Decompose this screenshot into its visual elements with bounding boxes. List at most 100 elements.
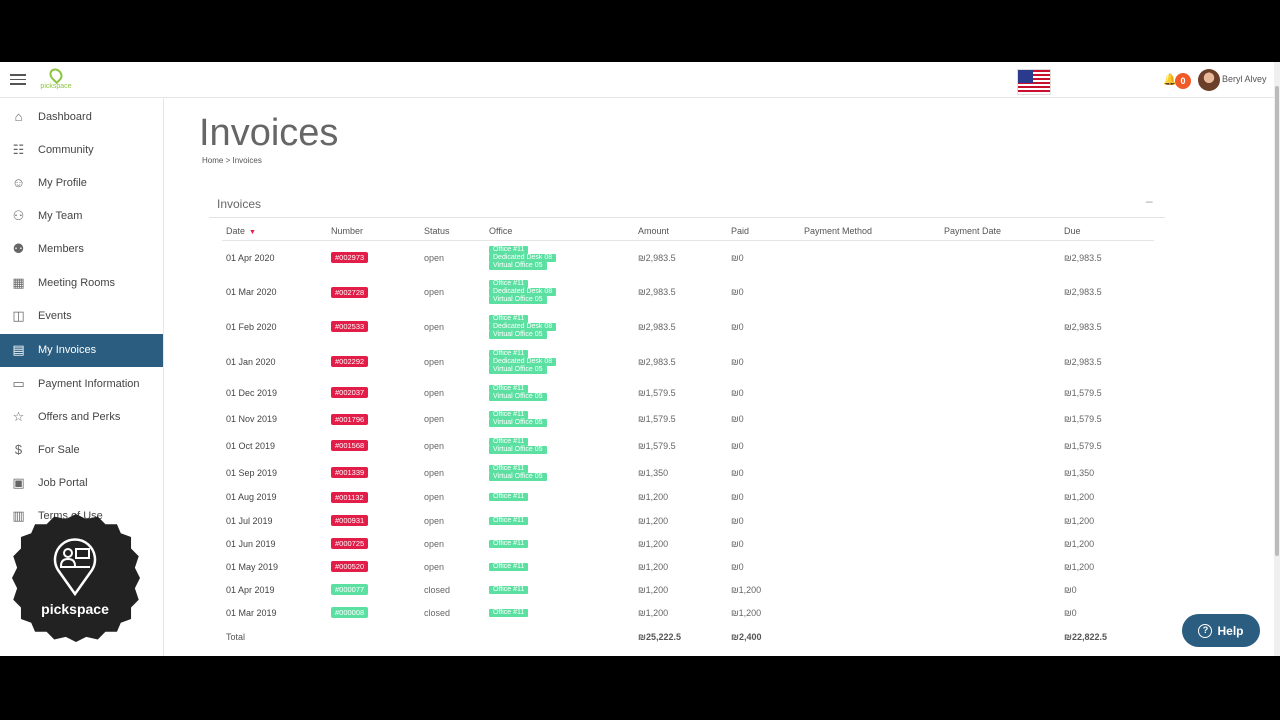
office-tag: Office #11	[489, 411, 529, 420]
invoice-number-badge[interactable]: #000008	[331, 607, 369, 619]
cell-payment-date	[940, 240, 1060, 275]
invoice-number-badge[interactable]: #002728	[331, 286, 369, 298]
invoice-number-badge[interactable]: #001132	[331, 491, 368, 503]
user-name[interactable]: Beryl Alvey	[1222, 74, 1267, 84]
table-row[interactable]: 01 May 2019 #000520 open Office #11 ₪1,200 ₪0…	[222, 555, 1154, 578]
page-title: Invoices	[199, 112, 339, 154]
table-row[interactable]: 01 Jul 2019 #000931 open Office #11 ₪1,200 ₪0…	[222, 509, 1154, 532]
col-amount[interactable]: Amount	[634, 222, 727, 241]
sidebar-item-label: My Profile	[38, 177, 87, 189]
sidebar-item-for-sale[interactable]: $ For Sale	[0, 434, 163, 467]
cell-status: open	[424, 440, 445, 451]
invoice-icon: ▤	[12, 342, 25, 357]
table-row[interactable]: 01 Mar 2020 #002728 open Office #11 Dedicate…	[222, 275, 1154, 310]
cell-payment-method	[800, 601, 940, 624]
invoice-number-badge[interactable]: #000931	[331, 515, 369, 527]
invoice-number-badge[interactable]: #001339	[331, 467, 369, 479]
sidebar-item-dashboard[interactable]: ⌂ Dashboard	[0, 101, 163, 134]
sidebar-item-community[interactable]: ☷ Community	[0, 134, 163, 167]
col-status[interactable]: Status	[420, 222, 485, 241]
sidebar-item-offers-and-perks[interactable]: ☆ Offers and Perks	[0, 401, 163, 434]
table-row[interactable]: 01 Mar 2019 #000008 closed Office #11 ₪1,200…	[222, 601, 1154, 624]
table-row[interactable]: 01 Sep 2019 #001339 open Office #11 Virtual …	[222, 459, 1154, 486]
help-button[interactable]: ? Help	[1182, 614, 1260, 647]
cell-office: Office #11	[485, 532, 634, 555]
cell-due: ₪1,350	[1064, 467, 1095, 478]
col-paid[interactable]: Paid	[727, 222, 800, 241]
cell-paid: ₪0	[731, 287, 744, 298]
cell-paid: ₪0	[731, 414, 744, 425]
sort-down-icon[interactable]: ▼	[249, 228, 256, 236]
table-row[interactable]: 01 Jan 2020 #002292 open Office #11 Dedicate…	[222, 344, 1154, 379]
invoice-number-badge[interactable]: #000077	[331, 584, 369, 596]
sidebar-item-label: Community	[38, 144, 94, 156]
office-tag: Office #11	[489, 464, 529, 473]
col-payment-method[interactable]: Payment Method	[800, 222, 940, 241]
us-flag-icon[interactable]	[1017, 69, 1051, 95]
notification-badge[interactable]: 0	[1175, 73, 1191, 89]
avatar[interactable]	[1198, 69, 1220, 91]
sidebar-item-meeting-rooms[interactable]: ▦ Meeting Rooms	[0, 267, 163, 300]
pickspace-badge: pickspace	[12, 514, 140, 642]
sidebar-item-events[interactable]: ◫ Events	[0, 300, 163, 333]
invoice-number-badge[interactable]: #000520	[331, 561, 369, 573]
table-row[interactable]: 01 Apr 2020 #002973 open Office #11 Dedicate…	[222, 240, 1154, 275]
cell-date: 01 Jun 2019	[226, 538, 276, 549]
invoice-number-badge[interactable]: #002037	[331, 387, 369, 399]
table-row[interactable]: 01 Oct 2019 #001568 open Office #11 Virtual …	[222, 433, 1154, 460]
table-row[interactable]: 01 Jun 2019 #000725 open Office #11 ₪1,200 ₪0…	[222, 532, 1154, 555]
cell-paid: ₪0	[731, 492, 744, 503]
cell-office: Office #11 Dedicated Desk 08 Virtual Offic…	[485, 240, 634, 275]
scrollbar[interactable]	[1274, 62, 1280, 656]
invoice-number-badge[interactable]: #000725	[331, 538, 369, 550]
cell-amount: ₪1,200	[638, 584, 669, 595]
total-label: Total	[226, 631, 246, 642]
briefcase-icon: ▣	[12, 475, 25, 490]
sidebar-item-payment-information[interactable]: ▭ Payment Information	[0, 368, 163, 401]
table-row[interactable]: 01 Aug 2019 #001132 open Office #11 ₪1,200 ₪0…	[222, 486, 1154, 509]
logo[interactable]: pickspace	[36, 65, 76, 96]
table-row[interactable]: 01 Nov 2019 #001796 open Office #11 Virtual …	[222, 406, 1154, 433]
table-row[interactable]: 01 Apr 2019 #000077 closed Office #11 ₪1,200…	[222, 578, 1154, 601]
cell-number: #001132	[327, 486, 420, 509]
sidebar-item-my-team[interactable]: ⚇ My Team	[0, 200, 163, 233]
bell-icon[interactable]: 🔔	[1163, 74, 1177, 86]
cell-payment-method	[800, 486, 940, 509]
pin-icon	[46, 65, 66, 85]
sidebar-item-job-portal[interactable]: ▣ Job Portal	[0, 467, 163, 500]
menu-icon[interactable]	[10, 74, 26, 85]
collapse-icon[interactable]: –	[1146, 194, 1153, 208]
sidebar-item-my-profile[interactable]: ☺ My Profile	[0, 167, 163, 200]
sidebar-item-members[interactable]: ⚉ Members	[0, 233, 163, 266]
invoice-number-badge[interactable]: #002973	[331, 252, 369, 264]
total-due: ₪22,822.5	[1064, 631, 1107, 642]
empty	[800, 625, 940, 649]
table-row[interactable]: 01 Feb 2020 #002533 open Office #11 Dedicate…	[222, 310, 1154, 345]
col-office[interactable]: Office	[485, 222, 634, 241]
col-date[interactable]: Date ▼	[222, 222, 327, 241]
cell-date: 01 Jul 2019	[226, 515, 273, 526]
cell-paid: ₪0	[731, 561, 744, 572]
col-due[interactable]: Due	[1060, 222, 1154, 241]
cell-office: Office #11 Virtual Office 05	[485, 379, 634, 406]
cell-paid: ₪0	[731, 440, 744, 451]
table-row[interactable]: 01 Dec 2019 #002037 open Office #11 Virtual …	[222, 379, 1154, 406]
sidebar-item-terms-of-use[interactable]: ▥ Terms of Use	[0, 500, 163, 533]
cell-payment-method	[800, 379, 940, 406]
invoice-number-badge[interactable]: #002292	[331, 356, 369, 368]
cell-date: 01 Dec 2019	[226, 387, 278, 398]
breadcrumb-home[interactable]: Home	[202, 156, 224, 165]
logo-text: pickspace	[40, 83, 72, 90]
card-icon: ▭	[12, 376, 25, 391]
cell-amount: ₪2,983.5	[638, 252, 676, 263]
col-number[interactable]: Number	[327, 222, 420, 241]
invoice-number-badge[interactable]: #001796	[331, 413, 369, 425]
sidebar-item-label: Events	[38, 310, 72, 322]
invoice-number-badge[interactable]: #001568	[331, 440, 369, 452]
cell-amount: ₪2,983.5	[638, 287, 676, 298]
cell-due: ₪2,983.5	[1064, 252, 1102, 263]
sidebar-item-my-invoices[interactable]: ▤ My Invoices	[0, 334, 163, 367]
total-paid: ₪2,400	[731, 631, 762, 642]
invoice-number-badge[interactable]: #002533	[331, 321, 369, 333]
col-payment-date[interactable]: Payment Date	[940, 222, 1060, 241]
